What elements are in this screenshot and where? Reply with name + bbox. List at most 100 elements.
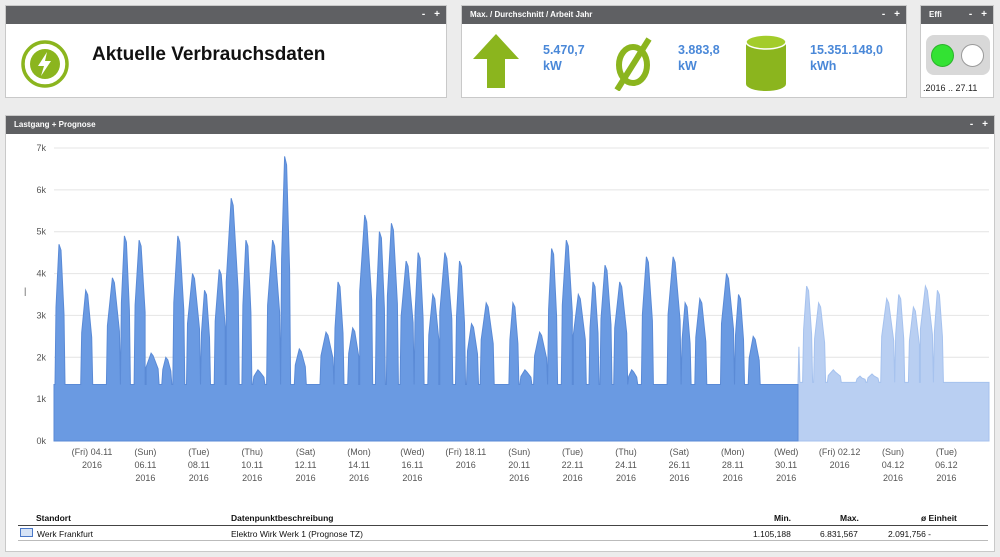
x-tick-label: (Mon) <box>347 447 371 457</box>
x-tick-label: 2016 <box>135 473 155 483</box>
col-einheit: ø Einheit <box>921 513 957 523</box>
x-tick-label: 20.11 <box>508 460 530 470</box>
x-tick-label: 22.11 <box>562 460 584 470</box>
y-tick-label: 6k <box>36 185 46 195</box>
x-tick-label: 30.11 <box>775 460 797 470</box>
panel-controls: - + <box>969 6 987 24</box>
max-unit: kW <box>543 59 562 73</box>
x-tick-label: 04.12 <box>882 460 905 470</box>
x-tick-label: 2016 <box>883 473 903 483</box>
x-tick-label: 12.11 <box>295 460 317 470</box>
x-tick-label: (Tue) <box>936 447 957 457</box>
x-tick-label: 2016 <box>509 473 529 483</box>
x-tick-label: 14.11 <box>348 460 370 470</box>
stats-panel: Max. / Durchschnitt / Arbeit Jahr - + 5.… <box>461 5 907 98</box>
minimize-button[interactable]: - <box>968 9 973 20</box>
maximize-button[interactable]: + <box>434 9 440 20</box>
panel-controls: - + <box>422 6 440 24</box>
x-tick-label: 2016 <box>349 473 369 483</box>
legend-swatch[interactable] <box>20 528 33 537</box>
row-avg: 2.091,756 - <box>888 529 932 539</box>
x-tick-label: 26.11 <box>668 460 690 470</box>
status-indicator[interactable] <box>926 35 990 75</box>
work-unit: kWh <box>810 59 837 73</box>
y-tick-label: 4k <box>36 269 46 279</box>
table-row-divider <box>18 540 988 541</box>
effi-panel-header: Effi - + <box>921 6 993 24</box>
x-tick-label: 2016 <box>402 473 422 483</box>
y-tick-label: 5k <box>36 227 46 237</box>
y-axis-marker: | <box>24 286 26 296</box>
effi-panel: Effi - + .2016 .. 27.11 <box>920 5 994 98</box>
x-tick-label: (Mon) <box>721 447 745 457</box>
row-beschreibung: Elektro Wirk Werk 1 (Prognose TZ) <box>231 529 363 539</box>
maximize-button[interactable]: + <box>981 9 987 20</box>
y-tick-label: 1k <box>36 394 46 404</box>
chart-panel-header: Lastgang + Prognose - + <box>6 116 994 134</box>
x-tick-label: 2016 <box>723 473 743 483</box>
maximize-button[interactable]: + <box>982 119 988 130</box>
avg-value: 3.883,8 <box>678 43 720 57</box>
y-tick-label: 2k <box>36 352 46 362</box>
forecast-area-series[interactable] <box>797 284 990 442</box>
panel-controls: - + <box>970 116 988 134</box>
x-tick-label: 2016 <box>669 473 689 483</box>
minimize-button[interactable]: - <box>969 119 974 130</box>
x-tick-label: 24.11 <box>615 460 637 470</box>
panel-controls: - + <box>882 6 900 24</box>
x-tick-label: (Thu) <box>241 447 263 457</box>
stats-panel-title: Max. / Durchschnitt / Arbeit Jahr <box>470 10 593 19</box>
effi-date-range: .2016 .. 27.11 <box>923 83 978 93</box>
current-consumption-panel: - + Aktuelle Verbrauchsdaten <box>5 5 447 98</box>
max-value: 5.470,7 <box>543 43 585 57</box>
y-tick-label: 7k <box>36 143 46 153</box>
col-beschreibung: Datenpunktbeschreibung <box>231 513 334 523</box>
status-light-green-icon <box>931 44 954 67</box>
row-standort: Werk Frankfurt <box>37 529 94 539</box>
x-tick-label: 2016 <box>830 460 850 470</box>
effi-panel-title: Effi <box>929 10 942 19</box>
x-tick-label: 08.11 <box>188 460 210 470</box>
table-header-divider <box>18 525 988 526</box>
cylinder-icon <box>745 34 787 91</box>
x-tick-label: (Fri) 02.12 <box>819 447 861 457</box>
x-tick-label: (Sat) <box>670 447 690 457</box>
x-tick-label: 28.11 <box>722 460 744 470</box>
x-tick-label: 06.12 <box>935 460 958 470</box>
x-tick-label: (Fri) 18.11 <box>445 447 486 457</box>
x-tick-label: (Wed) <box>774 447 798 457</box>
work-value: 15.351.148,0 <box>810 43 883 57</box>
x-tick-label: 2016 <box>563 473 583 483</box>
x-tick-label: 2016 <box>242 473 262 483</box>
x-tick-label: (Fri) 04.11 <box>72 447 113 457</box>
y-tick-label: 0k <box>36 436 46 446</box>
y-tick-label: 3k <box>36 310 46 320</box>
x-tick-label: 2016 <box>82 460 102 470</box>
x-tick-label: 2016 <box>776 473 796 483</box>
page-title: Aktuelle Verbrauchsdaten <box>92 44 326 65</box>
minimize-button[interactable]: - <box>881 9 886 20</box>
col-max: Max. <box>840 513 859 523</box>
x-tick-label: (Sun) <box>508 447 530 457</box>
row-min: 1.105,188 <box>753 529 791 539</box>
x-tick-label: (Tue) <box>562 447 583 457</box>
x-tick-label: (Sun) <box>882 447 904 457</box>
status-light-off-icon <box>961 44 984 67</box>
load-profile-panel: Lastgang + Prognose - + 0k 1k 2k 3k 4k 5k 6k 7k… <box>5 115 995 552</box>
x-tick-label: (Thu) <box>615 447 637 457</box>
arrow-up-icon <box>473 34 519 88</box>
minimize-button[interactable]: - <box>421 9 426 20</box>
chart-panel-title: Lastgang + Prognose <box>14 120 96 129</box>
actual-area-series[interactable] <box>53 156 799 442</box>
x-tick-label: (Sun) <box>134 447 156 457</box>
x-tick-label: 2016 <box>616 473 636 483</box>
maximize-button[interactable]: + <box>894 9 900 20</box>
x-tick-label: (Sat) <box>296 447 316 457</box>
avg-unit: kW <box>678 59 697 73</box>
load-profile-chart[interactable]: 0k 1k 2k 3k 4k 5k 6k 7k (Fri) 04.11 2016 (Sun) 06.… <box>6 134 994 509</box>
x-tick-label: (Wed) <box>400 447 424 457</box>
x-tick-label: 16.11 <box>401 460 423 470</box>
col-standort: Standort <box>36 513 71 523</box>
x-tick-label: 06.11 <box>134 460 156 470</box>
row-max: 6.831,567 <box>820 529 858 539</box>
